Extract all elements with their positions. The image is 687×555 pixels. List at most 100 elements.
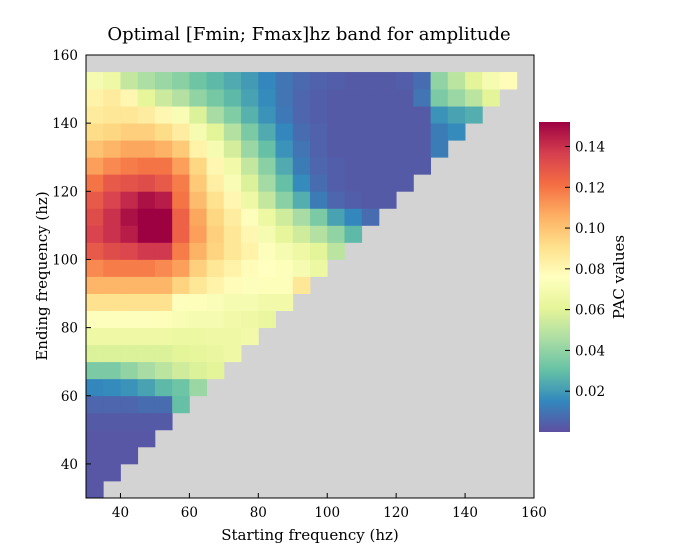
heatmap-cell: [275, 208, 294, 226]
heatmap-cell: [137, 72, 156, 90]
heatmap-cell: [172, 89, 190, 107]
heatmap-cell: [120, 378, 139, 397]
heatmap-cell: [292, 72, 311, 90]
heatmap-cell: [137, 157, 156, 175]
heatmap-cell: [396, 174, 414, 192]
heatmap-cell: [241, 191, 259, 209]
heatmap-cell: [396, 140, 414, 158]
heatmap-cell: [137, 361, 156, 380]
heatmap-cell: [206, 361, 225, 380]
heatmap-cell: [310, 174, 328, 192]
heatmap-cell: [275, 225, 294, 243]
heatmap-cell: [241, 157, 259, 175]
heatmap-cell: [327, 140, 345, 158]
heatmap-cell: [241, 225, 259, 243]
heatmap-cell: [344, 89, 363, 107]
heatmap-cell: [120, 276, 139, 294]
heatmap-cell: [172, 208, 190, 226]
heatmap-cell: [189, 191, 208, 209]
heatmap-cell: [344, 225, 363, 243]
heatmap-cell: [396, 157, 414, 175]
heatmap-cell: [206, 327, 225, 346]
heatmap-cell: [137, 412, 156, 431]
heatmap-cell: [241, 72, 259, 90]
heatmap-cell: [361, 72, 380, 90]
chart-title: Optimal [Fmin; Fmax]hz band for amplitud…: [107, 24, 510, 45]
heatmap-cell: [310, 106, 328, 124]
heatmap-cell: [172, 310, 190, 329]
heatmap-cell: [120, 310, 139, 329]
heatmap-cell: [137, 310, 156, 329]
heatmap-cell: [103, 259, 121, 277]
heatmap-cell: [310, 259, 328, 277]
heatmap-cell: [103, 140, 121, 158]
heatmap-cell: [154, 395, 173, 414]
heatmap-cell: [275, 191, 294, 209]
heatmap-cell: [310, 191, 328, 209]
heatmap-cell: [206, 344, 225, 363]
heatmap-cell: [310, 242, 328, 260]
heatmap-cell: [172, 378, 190, 397]
heatmap-cell: [275, 89, 294, 107]
heatmap-cell: [361, 123, 380, 141]
heatmap-cell: [154, 89, 173, 107]
heatmap-cell: [103, 276, 121, 294]
heatmap-cell: [223, 140, 242, 158]
plot-frame: [85, 54, 535, 499]
heatmap-cell: [206, 89, 225, 107]
heatmap-cell: [344, 174, 363, 192]
heatmap-cell: [258, 208, 276, 226]
heatmap-cell: [137, 191, 156, 209]
heatmap-cell: [154, 378, 173, 397]
heatmap-cell: [154, 208, 173, 226]
heatmap-cell: [86, 293, 104, 311]
heatmap-cell: [103, 174, 121, 192]
heatmap-cell: [378, 174, 397, 192]
heatmap-cell: [396, 106, 414, 124]
y-tick-label: 40: [61, 457, 78, 473]
heatmap-cell: [430, 72, 449, 90]
heatmap-cell: [206, 208, 225, 226]
heatmap-cell: [86, 344, 104, 363]
heatmap-cell: [241, 208, 259, 226]
heatmap-cell: [223, 123, 242, 141]
heatmap-cell: [447, 72, 466, 90]
heatmap-cell: [344, 123, 363, 141]
heatmap-cell: [378, 89, 397, 107]
heatmap-cell: [223, 174, 242, 192]
heatmap-cell: [103, 429, 121, 448]
heatmap-cell: [154, 157, 173, 175]
heatmap-cell: [86, 191, 104, 209]
heatmap-cell: [396, 123, 414, 141]
heatmap-cell: [206, 293, 225, 311]
heatmap-cell: [258, 123, 276, 141]
heatmap-cell: [482, 89, 500, 107]
heatmap-cell: [103, 463, 121, 482]
heatmap-cell: [137, 242, 156, 260]
heatmap-cell: [378, 157, 397, 175]
heatmap-cell: [344, 191, 363, 209]
heatmap-cell: [189, 89, 208, 107]
heatmap-cell: [447, 123, 466, 141]
heatmap-cell: [258, 310, 276, 329]
heatmap-cell: [137, 140, 156, 158]
heatmap-cell: [154, 174, 173, 192]
heatmap-cell: [172, 242, 190, 260]
heatmap-cell: [189, 361, 208, 380]
heatmap-cell: [327, 242, 345, 260]
heatmap-cell: [206, 72, 225, 90]
heatmap-cell: [241, 242, 259, 260]
y-tick-label: 120: [52, 184, 78, 200]
heatmap-cell: [86, 446, 104, 465]
heatmap-cell: [223, 293, 242, 311]
heatmap-cell: [292, 174, 311, 192]
heatmap-cell: [275, 242, 294, 260]
heatmap-cell: [86, 361, 104, 380]
heatmap-cell: [103, 395, 121, 414]
heatmap-cell: [154, 106, 173, 124]
heatmap-cell: [103, 106, 121, 124]
y-tick-label: 100: [52, 252, 78, 268]
heatmap-cell: [344, 208, 363, 226]
heatmap-cell: [189, 140, 208, 158]
heatmap-cell: [292, 123, 311, 141]
